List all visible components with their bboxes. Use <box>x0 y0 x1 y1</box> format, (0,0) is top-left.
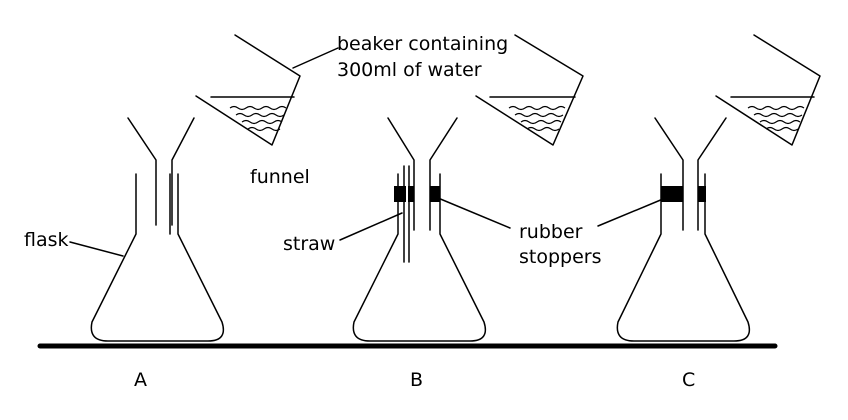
stoppers-label: stoppers <box>519 246 602 268</box>
rubber-stopper-b-mid <box>408 186 414 202</box>
rubber-stopper-b-left <box>394 186 406 202</box>
setup-c <box>616 34 821 342</box>
setup-a <box>90 34 301 342</box>
setup-b <box>352 34 584 342</box>
setup-label-a: A <box>134 369 147 391</box>
setup-label-b: B <box>410 369 423 391</box>
flask-c <box>616 173 751 342</box>
beaker-label-line2: 300ml of water <box>337 59 482 81</box>
setup-label-c: C <box>682 369 695 391</box>
beaker-leader-line <box>292 47 339 69</box>
straw-label: straw <box>283 233 335 255</box>
rubber-stopper-c-left <box>661 186 683 202</box>
flask-label: flask <box>24 229 69 251</box>
beaker-b <box>475 34 584 146</box>
flask-b <box>352 173 487 342</box>
rubber-label: rubber <box>519 221 583 243</box>
rubber-stopper-b-right <box>430 186 440 202</box>
straw-leader-line <box>339 212 403 241</box>
stopper-c-leader-line <box>597 198 664 227</box>
straw-b <box>403 165 410 263</box>
beaker-label-line1: beaker containing <box>337 33 508 55</box>
funnel-label: funnel <box>250 166 310 188</box>
stopper-b-leader-line <box>437 197 511 229</box>
funnel-a <box>127 117 195 226</box>
flask-leader-line <box>69 241 124 257</box>
flask-a <box>90 173 225 342</box>
rubber-stopper-c-right <box>698 186 706 202</box>
funnel-c <box>654 117 727 231</box>
funnel-b <box>387 117 458 231</box>
beaker-a <box>195 34 301 146</box>
beaker-c <box>715 34 821 146</box>
